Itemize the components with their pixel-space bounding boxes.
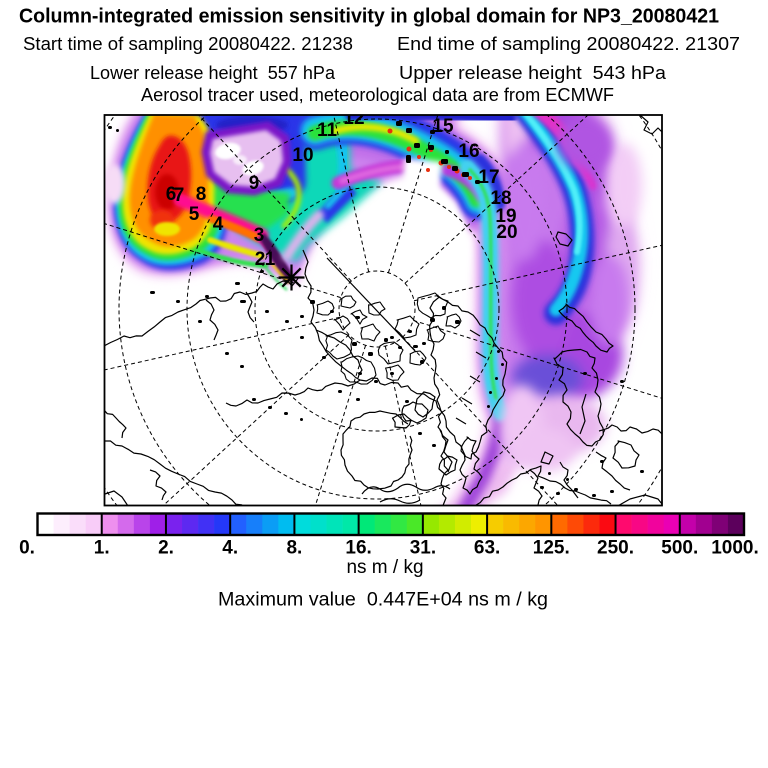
svg-text:63.: 63. bbox=[474, 538, 500, 559]
svg-text:4: 4 bbox=[213, 214, 224, 235]
svg-text:20: 20 bbox=[496, 222, 517, 243]
svg-text:ns m / kg: ns m / kg bbox=[346, 557, 423, 578]
svg-text:End time of sampling 20080422.: End time of sampling 20080422. 21307 bbox=[397, 34, 740, 54]
svg-text:5: 5 bbox=[189, 204, 200, 225]
svg-text:1: 1 bbox=[265, 249, 276, 270]
svg-text:4.: 4. bbox=[222, 538, 238, 559]
svg-text:6: 6 bbox=[166, 184, 177, 205]
svg-text:31.: 31. bbox=[410, 538, 436, 559]
svg-text:0.: 0. bbox=[19, 538, 35, 559]
svg-text:16: 16 bbox=[458, 141, 479, 162]
svg-text:3: 3 bbox=[254, 225, 265, 246]
svg-text:250.: 250. bbox=[597, 538, 634, 559]
svg-text:9: 9 bbox=[249, 173, 260, 194]
svg-text:Aerosol tracer used, meteorolo: Aerosol tracer used, meteorological data… bbox=[141, 85, 614, 105]
svg-text:12: 12 bbox=[343, 108, 364, 129]
svg-text:2: 2 bbox=[255, 249, 266, 270]
svg-text:8.: 8. bbox=[286, 538, 302, 559]
svg-text:19: 19 bbox=[495, 206, 516, 227]
svg-text:Maximum value 0.447E+04 ns m: Maximum value 0.447E+04 ns m / kg bbox=[218, 590, 548, 611]
svg-text:Start time of sampling 2008042: Start time of sampling 20080422. 21238 bbox=[23, 34, 353, 54]
svg-text:125.: 125. bbox=[533, 538, 570, 559]
svg-text:8: 8 bbox=[196, 184, 207, 205]
svg-text:1000.: 1000. bbox=[711, 538, 759, 559]
svg-text:500.: 500. bbox=[661, 538, 698, 559]
svg-text:Lower release height 557 hPa: Lower release height 557 hPa bbox=[90, 63, 336, 83]
svg-text:11: 11 bbox=[317, 120, 338, 141]
svg-text:16.: 16. bbox=[345, 538, 371, 559]
svg-text:2.: 2. bbox=[158, 538, 174, 559]
svg-text:15: 15 bbox=[432, 116, 454, 137]
svg-text:7: 7 bbox=[174, 185, 185, 206]
svg-text:10: 10 bbox=[292, 145, 313, 166]
svg-text:Upper release height 543 hPa: Upper release height 543 hPa bbox=[399, 63, 667, 83]
svg-text:1.: 1. bbox=[94, 538, 110, 559]
svg-text:18: 18 bbox=[490, 188, 511, 209]
svg-text:17: 17 bbox=[478, 167, 499, 188]
svg-text:Column-integrated emission sen: Column-integrated emission sensitivity i… bbox=[19, 6, 719, 28]
